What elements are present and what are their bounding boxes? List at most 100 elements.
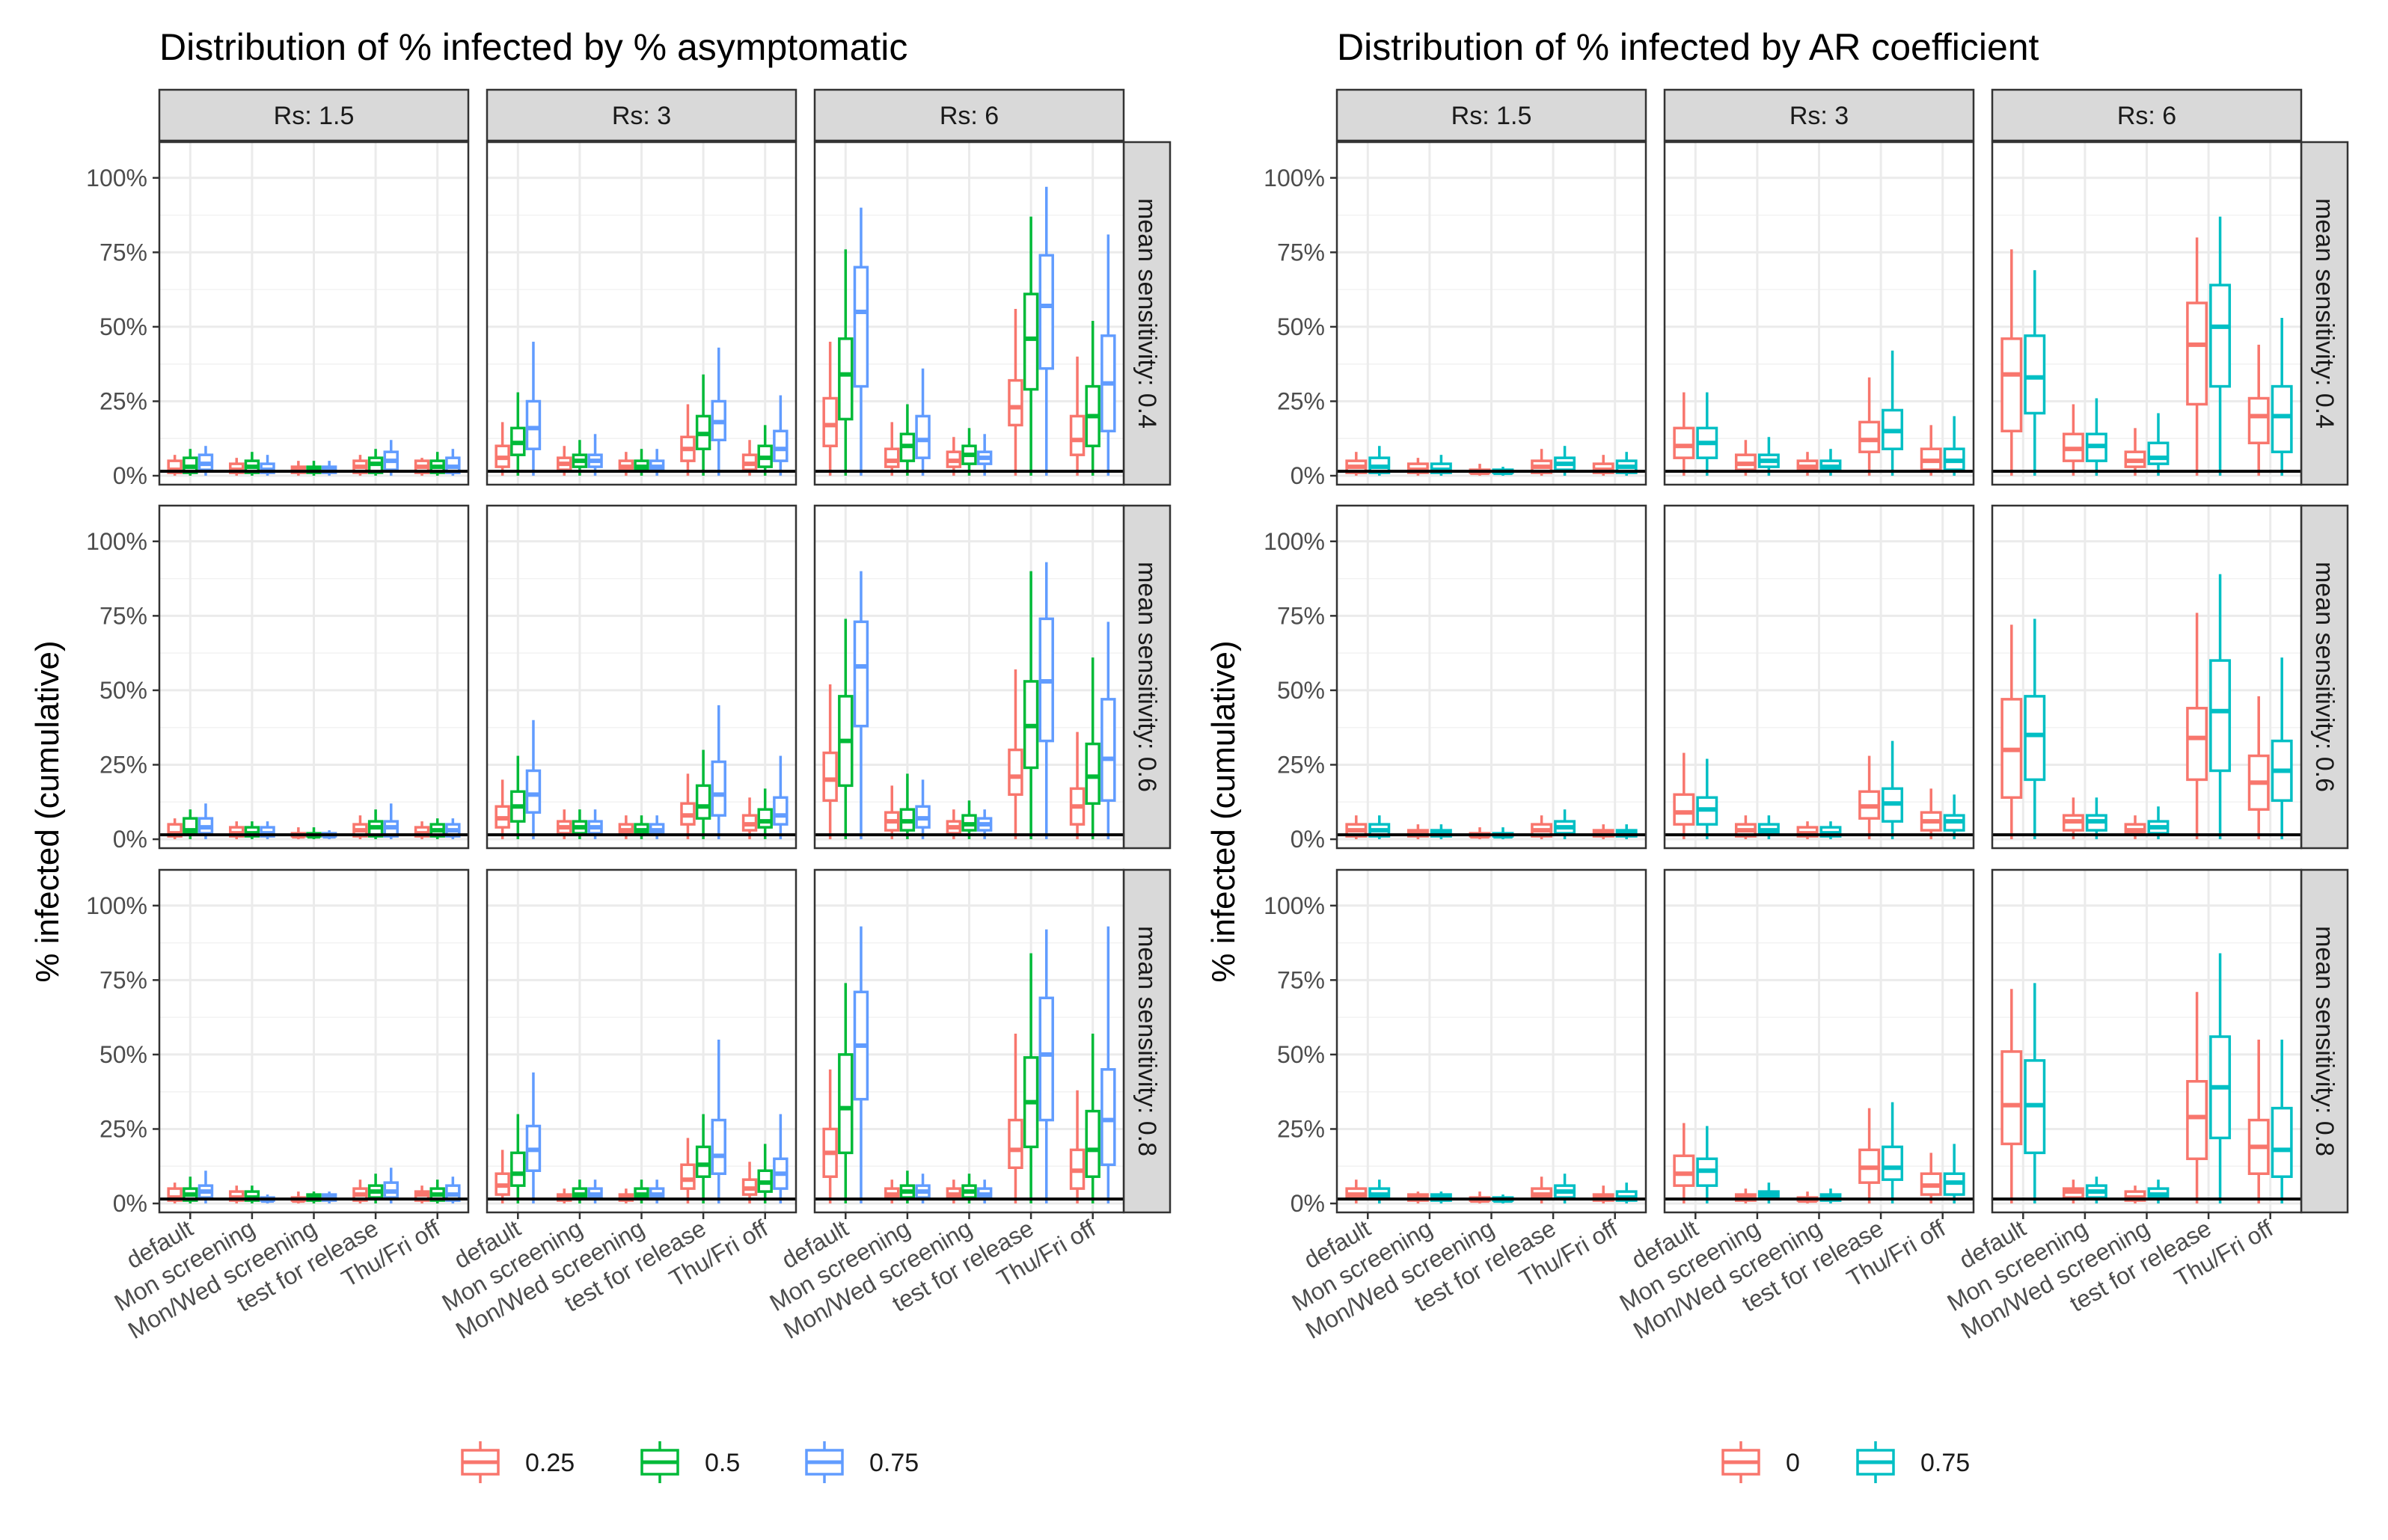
box-plot — [2085, 797, 2107, 840]
box-iqr — [2186, 1080, 2208, 1161]
y-tick-label: 50% — [100, 677, 147, 704]
box-plot — [680, 773, 696, 840]
facet-panel — [1663, 504, 1975, 850]
right-chart-title: Distribution of % infected by AR coeffic… — [1337, 26, 2039, 68]
box-plot — [1008, 309, 1023, 476]
legend-item: 0.75 — [1856, 1441, 1970, 1483]
box-plot — [2209, 216, 2232, 476]
box-plot — [1920, 1153, 1942, 1204]
box-plot — [2000, 989, 2023, 1204]
y-tick-label: 25% — [1277, 751, 1325, 778]
box-iqr — [1085, 742, 1100, 806]
box-plot — [1858, 377, 1881, 476]
box-plot — [649, 815, 665, 840]
box-plot — [2147, 806, 2170, 840]
box-plot — [445, 449, 461, 476]
box-plot — [1069, 731, 1086, 840]
box-plot — [2271, 317, 2293, 476]
box-plot — [915, 779, 931, 840]
box-plot — [695, 749, 711, 840]
box-plot — [2271, 1040, 2293, 1204]
gridlines — [159, 870, 468, 1212]
panel-border — [1335, 141, 1647, 486]
box-iqr — [822, 751, 838, 803]
box-plot — [2186, 992, 2208, 1204]
box-plot — [495, 422, 510, 476]
box-plot — [946, 1179, 962, 1204]
box-plot — [1943, 794, 1965, 840]
facet-panel — [1663, 141, 1975, 486]
facet-strip-row-label: mean sensitivity: 0.6 — [2310, 562, 2339, 792]
box-iqr — [2000, 1050, 2023, 1146]
box-iqr — [1858, 420, 1881, 453]
box-plot — [853, 207, 869, 476]
box-plot — [1085, 657, 1100, 840]
y-tick-label: 0% — [1291, 1190, 1325, 1217]
facet-strip-col-label: Rs: 1.5 — [1451, 102, 1532, 130]
box-plot — [1696, 758, 1718, 840]
box-plot — [557, 446, 572, 476]
box-plot — [525, 1072, 542, 1204]
box-plot — [2147, 413, 2170, 476]
facet-strip-col — [813, 88, 1125, 142]
box-iqr — [884, 447, 900, 468]
panel-border — [1991, 504, 2303, 850]
facet-strip-row-label: mean sensitivity: 0.8 — [1133, 926, 1161, 1156]
facet-strip-row-label: mean sensitivity: 0.4 — [1133, 198, 1161, 429]
box-plot — [899, 1171, 916, 1204]
facet-strip-col-label: Rs: 3 — [612, 102, 671, 130]
box-iqr — [711, 1118, 726, 1175]
gridlines — [487, 142, 796, 485]
facet-strip-row — [2300, 868, 2349, 1214]
legend-label: 0.75 — [1920, 1449, 1970, 1477]
box-plot — [1882, 350, 1904, 476]
box-plot — [2024, 270, 2046, 476]
y-tick-label: 50% — [1277, 313, 1325, 340]
legend-label: 0.25 — [525, 1449, 575, 1477]
box-plot — [915, 368, 931, 476]
box-plot — [510, 755, 526, 840]
gridlines — [1337, 142, 1646, 485]
gridlines — [1337, 506, 1646, 848]
box-plot — [383, 803, 399, 840]
facet-strip-row — [1122, 141, 1172, 486]
box-plot — [961, 800, 977, 840]
legend-item: 0 — [1721, 1441, 1800, 1483]
y-tick-label: 75% — [100, 239, 147, 266]
gridlines — [1337, 870, 1646, 1212]
y-tick-label: 50% — [100, 313, 147, 340]
box-plot — [1100, 622, 1116, 840]
box-plot — [1038, 929, 1054, 1204]
box-plot — [1696, 392, 1718, 476]
box-plot — [2000, 625, 2023, 840]
box-plot — [2186, 237, 2208, 476]
y-tick-label: 75% — [1277, 239, 1325, 266]
facet-strip-col — [158, 88, 470, 142]
box-plot — [773, 755, 789, 840]
facet-strip-row — [2300, 141, 2349, 486]
box-plot — [695, 1114, 711, 1204]
panel-border — [158, 504, 470, 850]
box-iqr — [1008, 1118, 1023, 1170]
panel-border — [486, 504, 797, 850]
box-iqr — [2271, 384, 2293, 453]
box-plot — [773, 1114, 789, 1204]
facet-strip-row — [1122, 504, 1172, 850]
box-iqr — [822, 396, 838, 447]
legend-label: 0.5 — [705, 1449, 740, 1477]
box-plot — [1100, 926, 1116, 1204]
y-tick-label: 100% — [1264, 892, 1325, 919]
box-plot — [822, 1069, 838, 1204]
y-tick-label: 100% — [1264, 528, 1325, 555]
box-iqr — [1673, 1154, 1695, 1187]
box-iqr — [1673, 793, 1695, 826]
box-plot — [822, 341, 838, 476]
panel-border — [813, 504, 1125, 850]
box-plot — [838, 619, 854, 840]
box-plot — [899, 773, 916, 840]
box-iqr — [1100, 698, 1116, 803]
facet-panel — [813, 141, 1125, 486]
box-iqr — [2209, 283, 2232, 388]
